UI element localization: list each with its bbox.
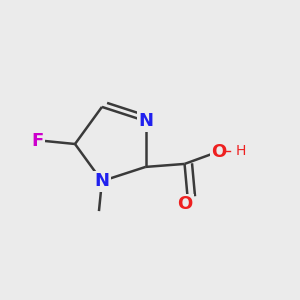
Text: N: N	[138, 112, 153, 130]
Text: O: O	[177, 195, 192, 213]
Text: N: N	[94, 172, 110, 190]
Text: H: H	[236, 144, 246, 158]
Text: O: O	[212, 143, 227, 161]
Text: F: F	[32, 132, 44, 150]
